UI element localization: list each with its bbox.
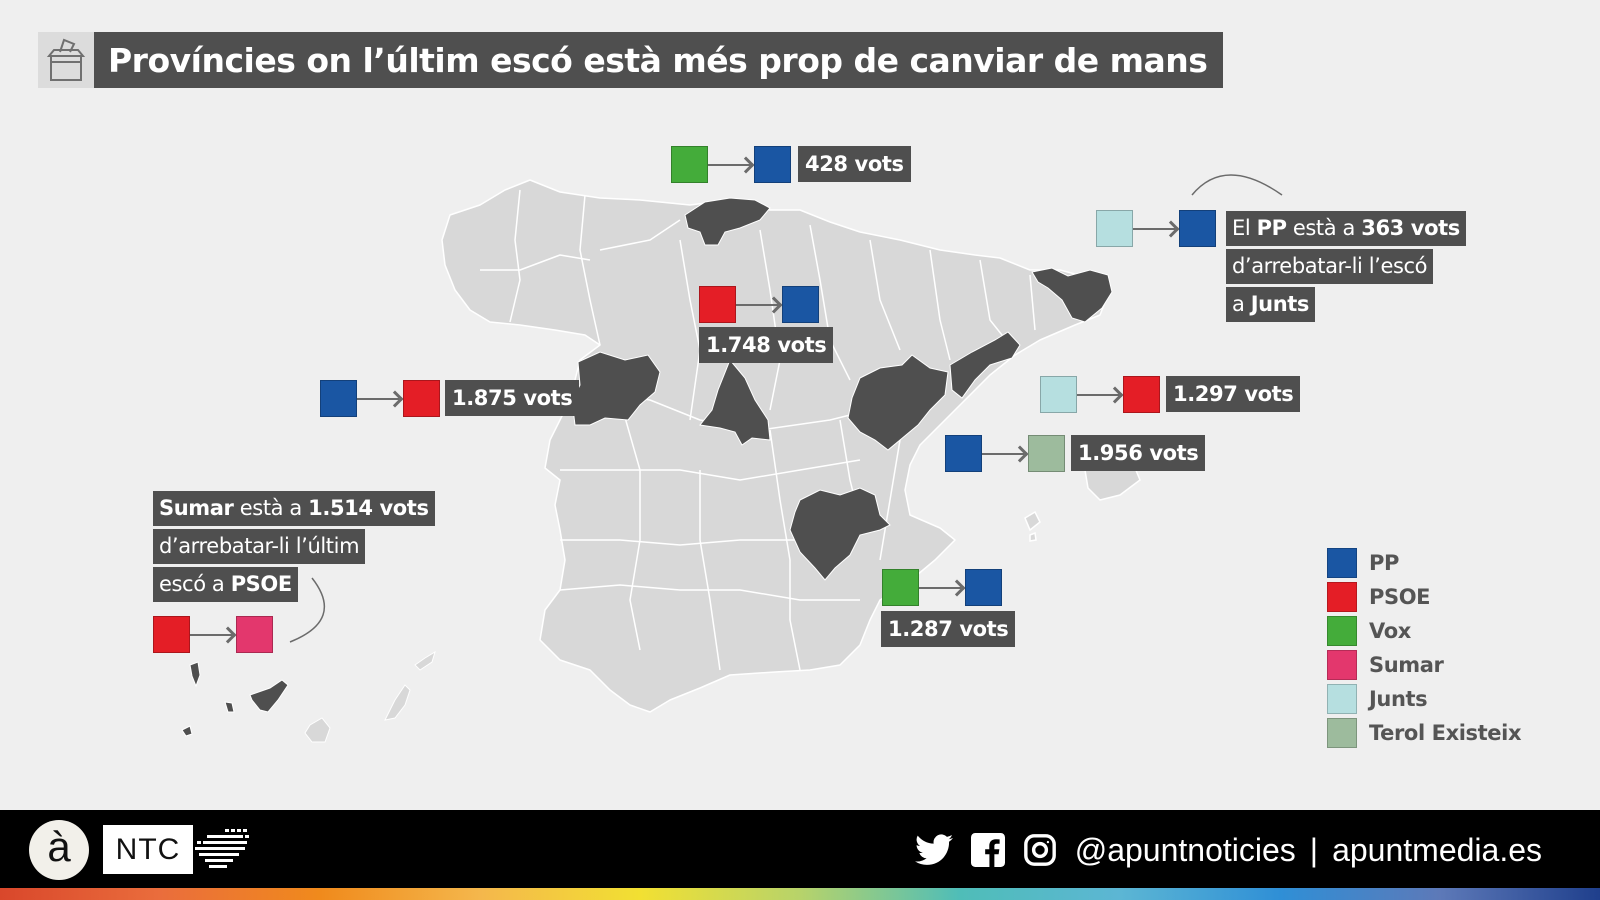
vote-gap-label-salamanca: 1.875 vots xyxy=(445,380,580,416)
legend-item: Vox xyxy=(1327,614,1521,648)
website-link[interactable]: apuntmedia.es xyxy=(1332,831,1542,868)
province-tarragona xyxy=(949,331,1021,399)
arrow-icon xyxy=(1077,394,1119,396)
legend-swatch xyxy=(1327,718,1357,748)
ntc-lines-icon xyxy=(195,829,249,868)
vote-gap-label-segovia: 1.748 vots xyxy=(699,327,834,363)
province-madrid xyxy=(699,359,771,446)
to-party-swatch-psoe xyxy=(1123,376,1160,413)
from-party-swatch-psoe xyxy=(153,616,190,653)
from-party-swatch-vox xyxy=(882,569,919,606)
twitter-icon[interactable] xyxy=(914,834,953,866)
legend-swatch xyxy=(1327,684,1357,714)
ballot-box-icon xyxy=(38,32,94,88)
vote-gap-label-cantabria: 428 vots xyxy=(798,146,911,182)
facebook-icon[interactable] xyxy=(970,833,1005,867)
legend-swatch xyxy=(1327,582,1357,612)
note-tenerife-line-3: escó a PSOE xyxy=(153,567,298,602)
legend-item: PSOE xyxy=(1327,580,1521,614)
party-legend: PP PSOE Vox Sumar Junts Terol Existeix xyxy=(1327,546,1521,750)
note-girona-line-3: a Junts xyxy=(1226,287,1316,322)
to-party-swatch-pp xyxy=(1179,210,1216,247)
province-girona xyxy=(1031,267,1113,323)
to-party-swatch-pp xyxy=(754,146,791,183)
instagram-icon[interactable] xyxy=(1023,833,1057,867)
social-links: @apuntnoticies | apuntmedia.es xyxy=(914,825,1542,875)
legend-item: Sumar xyxy=(1327,648,1521,682)
legend-item: PP xyxy=(1327,546,1521,580)
from-party-swatch-junts xyxy=(1096,210,1133,247)
note-girona-line-2: d’arrebatar-li l’escó xyxy=(1226,249,1434,284)
title-block: Províncies on l’últim escó està més prop… xyxy=(38,32,1224,88)
from-party-swatch-pp xyxy=(320,380,357,417)
arrow-icon xyxy=(1133,228,1175,230)
arrow-icon xyxy=(190,634,232,636)
province-cantabria xyxy=(684,197,771,246)
legend-item: Junts xyxy=(1327,682,1521,716)
to-party-swatch-sumar xyxy=(236,616,273,653)
to-party-swatch-pp xyxy=(782,286,819,323)
page-title: Províncies on l’últim escó està més prop… xyxy=(94,32,1224,88)
note-tenerife-line-1: Sumar està a 1.514 vots xyxy=(153,491,435,526)
legend-swatch xyxy=(1327,616,1357,646)
vote-gap-label-albacete: 1.287 vots xyxy=(881,611,1016,647)
apunt-logo[interactable]: à xyxy=(29,820,89,880)
separator: | xyxy=(1309,831,1319,868)
ntc-logo[interactable]: NTC xyxy=(103,825,193,874)
arrow-icon xyxy=(736,304,778,306)
to-party-swatch-pp xyxy=(965,569,1002,606)
legend-item: Terol Existeix xyxy=(1327,716,1521,750)
social-handle[interactable]: @apuntnoticies xyxy=(1074,831,1296,868)
arrow-icon xyxy=(708,164,750,166)
province-albacete xyxy=(789,487,891,581)
note-tenerife-line-2: d’arrebatar-li l’últim xyxy=(153,529,366,564)
vote-gap-label-tarragona: 1.297 vots xyxy=(1166,376,1301,412)
from-party-swatch-junts xyxy=(1040,376,1077,413)
province-teruel xyxy=(847,354,949,451)
arrow-icon xyxy=(919,587,961,589)
arrow-icon xyxy=(357,398,399,400)
from-party-swatch-vox xyxy=(671,146,708,183)
legend-swatch xyxy=(1327,650,1357,680)
vote-gap-label-teruel: 1.956 vots xyxy=(1071,435,1206,471)
rainbow-stripe xyxy=(0,888,1600,900)
from-party-swatch-psoe xyxy=(699,286,736,323)
to-party-swatch-terol-existeix xyxy=(1028,435,1065,472)
arrow-icon xyxy=(982,453,1024,455)
to-party-swatch-psoe xyxy=(403,380,440,417)
legend-swatch xyxy=(1327,548,1357,578)
footer-bar xyxy=(0,810,1600,890)
from-party-swatch-pp xyxy=(945,435,982,472)
note-girona-line-1: El PP està a 363 vots xyxy=(1226,211,1466,246)
